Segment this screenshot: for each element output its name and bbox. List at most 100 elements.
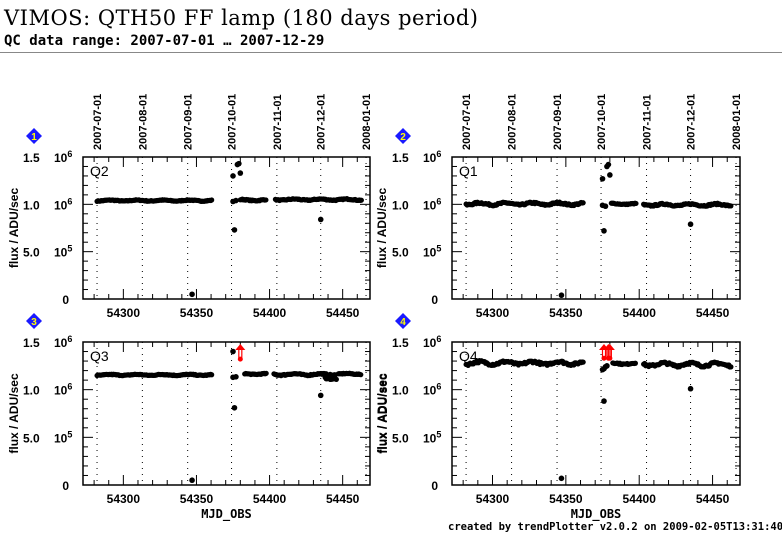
panel-number-badge-icon [395,128,411,144]
y-tick-label: 5.0 [23,431,40,445]
date-tick-label: 2007-08-01 [137,94,149,150]
data-point [358,372,364,378]
y-tick-label: 1.5 [392,336,409,350]
date-tick-label: 2008-01-01 [361,94,373,150]
y-tick-label: 0 [62,293,69,307]
y-tick-exponent-label: 106 [423,334,441,350]
data-point [601,228,607,234]
x-tick-label: 54300 [107,306,141,320]
date-tick-label: 2007-09-01 [552,94,564,150]
y-tick-exponent-label: 106 [423,149,441,165]
data-point [580,200,586,206]
quadrant-label: Q2 [90,163,109,179]
data-point [558,475,565,482]
y-tick-label: 0 [431,293,438,307]
data-point [632,360,638,366]
data-point [602,203,609,210]
header-divider [0,52,782,53]
y-tick-label: 1.5 [392,151,409,165]
y-tick-exponent-label: 106 [54,334,72,350]
y-axis-title: flux / ADU/sec [7,373,21,454]
date-tick-label: 2007-09-01 [183,94,195,150]
outlier-marker [601,355,607,361]
x-tick-label: 54450 [696,306,730,320]
data-point [333,376,339,382]
panel-number-badge: 4 [400,317,406,328]
date-tick-label: 2007-07-01 [92,94,104,150]
y-tick-exponent-label: 106 [423,382,441,398]
panel-number-badge-icon [395,313,411,329]
date-tick-label: 2007-07-01 [461,94,473,150]
x-tick-label: 54450 [326,306,360,320]
data-point [317,392,324,399]
x-tick-label: 54300 [476,492,510,506]
y-tick-exponent-label: 105 [54,244,72,260]
data-point [231,227,238,233]
data-point [263,197,269,203]
y-axis-title: flux / ADU/sec [7,188,21,269]
data-point [233,373,239,380]
y-tick-label: 5.0 [392,246,409,260]
y-tick-label: 0 [431,479,438,493]
date-tick-label: 2007-11-01 [642,94,654,150]
x-tick-label: 54350 [180,306,214,320]
data-point [230,173,236,179]
y-tick-label: 1.5 [23,336,40,350]
outlier-marker [607,355,613,361]
data-point [358,197,364,203]
y-tick-exponent-label: 105 [54,429,72,445]
y-axis-title: flux / ADU/sec [376,373,390,454]
y-tick-label: 5.0 [23,246,40,260]
data-point [604,363,610,369]
panel-number-badge: 3 [31,317,37,328]
y-tick-exponent-label: 105 [423,244,441,260]
x-tick-label: 54450 [696,492,730,506]
data-point [189,477,195,484]
quadrant-label: Q3 [90,348,109,364]
x-axis-title: MJD_OBS [571,507,622,522]
data-point [601,398,607,404]
x-tick-label: 54350 [549,306,583,320]
x-tick-label: 54400 [623,492,657,506]
data-point [580,359,586,365]
panel-3: 54300 54350 54400 54450 0 5.0 105 1.0 106 1.5 106 f… [7,313,389,522]
data-point [558,292,565,299]
y-tick-label: 1.5 [23,151,40,165]
date-tick-label: 2007-12-01 [686,94,698,150]
x-tick-label: 54350 [180,492,214,506]
y-tick-exponent-label: 106 [54,149,72,165]
panel-number-badge: 1 [31,132,37,143]
data-point [237,170,244,176]
date-tick-label: 2008-01-01 [731,94,743,150]
data-point [230,348,236,355]
data-point [317,216,324,223]
x-tick-label: 54400 [253,306,287,320]
y-tick-exponent-label: 105 [423,429,441,445]
panel-4: 54300 54350 54400 54450 0 5.0 105 1.0 106 1.5 106 f… [376,313,741,522]
x-tick-label: 54400 [623,306,657,320]
data-point [599,175,606,182]
page-title: VIMOS: QTH50 FF lamp (180 days period) [4,6,479,30]
footer-credit: created by trendPlotter v2.0.2 on 2009-0… [448,521,782,533]
data-point [236,160,242,167]
panel-2: 2007-07-01 2007-08-01 2007-09-01 2007-10-01… [392,94,743,320]
data-point [728,203,734,209]
panel-1: 2007-07-01 2007-08-01 2007-09-01 2007-10-01… [7,94,389,320]
y-tick-label: 5.0 [392,431,409,445]
plot-frame [82,156,371,300]
y-tick-exponent-label: 106 [54,382,72,398]
outlier-marker [237,356,243,362]
data-point [687,221,694,228]
data-point [263,370,269,376]
data-point [633,200,639,207]
data-point [607,172,613,178]
y-tick-label: 1.0 [392,198,409,212]
data-point [189,291,195,298]
y-tick-label: 1.0 [392,384,409,398]
data-point [728,364,734,370]
x-tick-label: 54350 [549,492,583,506]
data-point [687,385,694,392]
date-tick-label: 2007-12-01 [316,94,328,150]
x-tick-label: 54450 [326,492,360,506]
